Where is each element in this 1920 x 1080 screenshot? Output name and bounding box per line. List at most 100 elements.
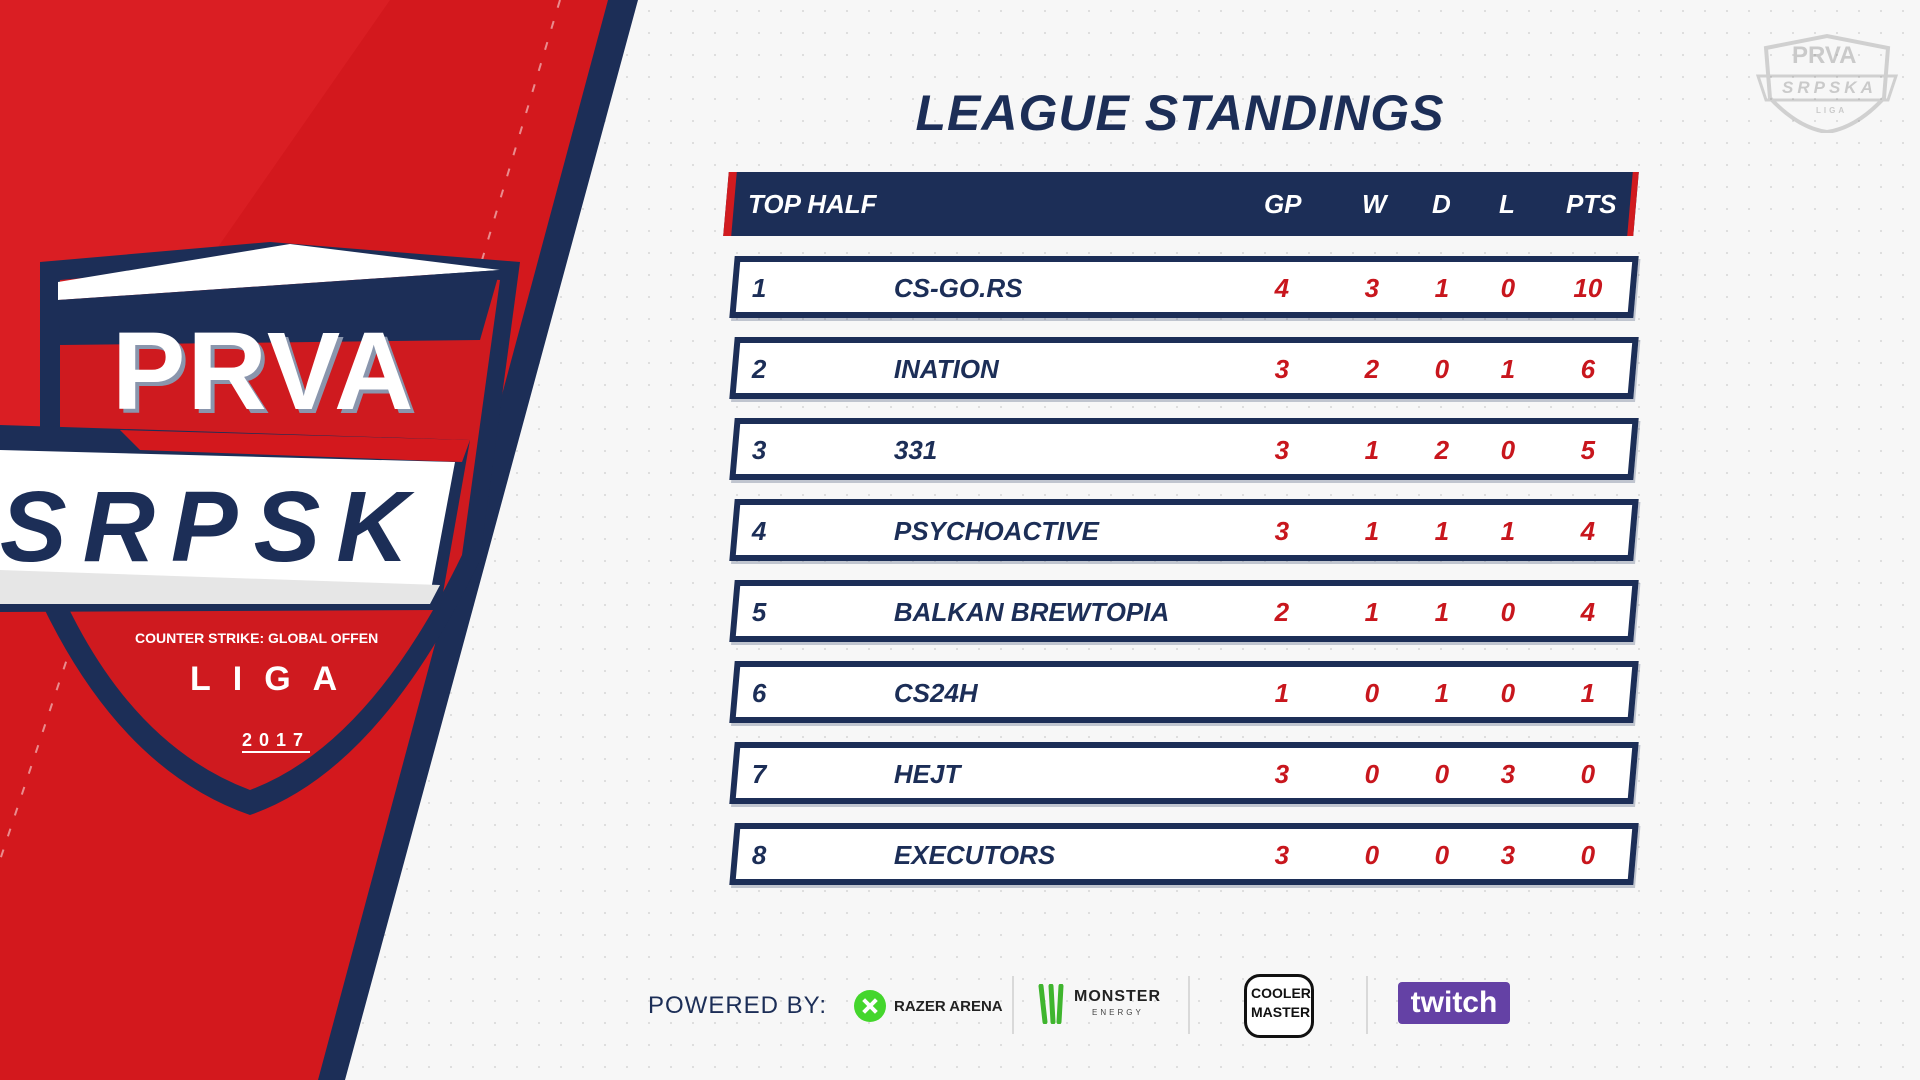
- row-pts: 0: [1580, 840, 1596, 870]
- row-l: 3: [1500, 840, 1516, 870]
- row-pts: 5: [1580, 435, 1596, 465]
- row-w: 3: [1364, 273, 1380, 303]
- row-pts: 0: [1580, 759, 1596, 789]
- row-team: HEJT: [893, 759, 961, 789]
- cooler-master-logo: COOLER MASTER: [1244, 974, 1314, 1038]
- row-gp: 2: [1274, 597, 1290, 627]
- row-rank: 2: [751, 354, 767, 384]
- sponsor-divider: [1188, 976, 1190, 1034]
- row-team: PSYCHOACTIVE: [893, 516, 1100, 546]
- row-d: 0: [1434, 759, 1450, 789]
- monster-energy-logo: MONSTER ENERGY: [1038, 982, 1168, 1028]
- row-rank: 1: [751, 273, 767, 303]
- table-row: 4 PSYCHOACTIVE 3 1 1 1 4: [729, 499, 1639, 561]
- row-d: 2: [1434, 435, 1450, 465]
- logo-subtitle: COUNTER STRIKE: GLOBAL OFFEN: [135, 630, 379, 646]
- header-d: D: [1431, 189, 1451, 219]
- row-pts: 4: [1580, 516, 1596, 546]
- table-header: TOP HALF GP W D L PTS: [723, 172, 1639, 236]
- row-rank: 3: [751, 435, 767, 465]
- row-d: 0: [1434, 840, 1450, 870]
- row-l: 0: [1500, 597, 1516, 627]
- table-row: 7 HEJT 3 0 0 3 0: [729, 742, 1639, 804]
- corner-logo-prva: PRVA: [1792, 42, 1857, 69]
- row-team: 331: [893, 435, 938, 465]
- monster-claw-icon: [1038, 984, 1064, 1024]
- logo-prva: PRVA: [112, 310, 416, 433]
- row-d: 1: [1434, 597, 1450, 627]
- sponsor-footer: POWERED BY: RAZER ARENA MONSTER ENERGY C…: [640, 960, 1920, 1050]
- twitch-logo: twitch: [1398, 982, 1510, 1024]
- corner-shield-icon: [1756, 33, 1898, 133]
- sponsor-divider: [1012, 976, 1014, 1034]
- table-row: 2 INATION 3 2 0 1 6: [729, 337, 1639, 399]
- row-w: 0: [1364, 678, 1380, 708]
- header-pts: PTS: [1565, 189, 1617, 219]
- row-gp: 3: [1274, 516, 1290, 546]
- monster-sub-label: ENERGY: [1092, 1008, 1144, 1017]
- row-team: CS24H: [893, 678, 978, 708]
- row-d: 1: [1434, 678, 1450, 708]
- corner-logo: PRVA SRPSKA LIGA: [1756, 28, 1898, 133]
- corner-logo-liga: LIGA: [1816, 106, 1848, 115]
- row-rank: 5: [751, 597, 767, 627]
- row-w: 1: [1364, 597, 1380, 627]
- razer-arena-logo: RAZER ARENA: [854, 988, 1003, 1024]
- razer-label: RAZER ARENA: [894, 998, 1003, 1015]
- row-pts: 1: [1580, 678, 1596, 708]
- twitch-label: twitch: [1410, 986, 1498, 1019]
- logo-year: 2017: [242, 730, 311, 753]
- row-l: 1: [1500, 354, 1516, 384]
- row-gp: 3: [1274, 759, 1290, 789]
- row-gp: 1: [1274, 678, 1290, 708]
- standings-table: TOP HALF GP W D L PTS 1 CS-GO.RS 4 3 1 0…: [723, 172, 1639, 885]
- row-w: 0: [1364, 759, 1380, 789]
- header-l: L: [1498, 189, 1515, 219]
- cooler-bottom-label: MASTER: [1251, 1004, 1311, 1020]
- row-rank: 7: [751, 759, 767, 789]
- brand-background: [0, 0, 638, 1080]
- corner-logo-srpska: SRPSKA: [1782, 78, 1877, 97]
- powered-by-label: POWERED BY:: [648, 992, 828, 1019]
- row-gp: 3: [1274, 354, 1290, 384]
- row-l: 0: [1500, 435, 1516, 465]
- row-w: 2: [1364, 354, 1380, 384]
- row-gp: 4: [1274, 273, 1290, 303]
- cooler-top-label: COOLER: [1251, 985, 1311, 1001]
- row-gp: 3: [1274, 435, 1290, 465]
- page-title: LEAGUE STANDINGS: [915, 85, 1445, 141]
- header-group: TOP HALF: [747, 189, 877, 219]
- row-rank: 4: [751, 516, 767, 546]
- row-pts: 6: [1580, 354, 1596, 384]
- row-w: 1: [1364, 516, 1380, 546]
- row-team: EXECUTORS: [893, 840, 1056, 870]
- row-gp: 3: [1274, 840, 1290, 870]
- row-d: 1: [1434, 273, 1450, 303]
- row-w: 0: [1364, 840, 1380, 870]
- row-l: 3: [1500, 759, 1516, 789]
- table-row: 3 331 3 1 2 0 5: [729, 418, 1639, 480]
- sponsor-divider: [1366, 976, 1368, 1034]
- row-d: 1: [1434, 516, 1450, 546]
- row-team: INATION: [893, 354, 999, 384]
- row-w: 1: [1364, 435, 1380, 465]
- row-l: 0: [1500, 678, 1516, 708]
- table-row: 1 CS-GO.RS 4 3 1 0 10: [729, 256, 1639, 318]
- row-l: 1: [1500, 516, 1516, 546]
- logo-srpsk: SRPSK: [0, 471, 425, 583]
- row-rank: 6: [751, 678, 767, 708]
- logo-liga: LIGA: [190, 660, 360, 698]
- brand-panel: PRVA SRPSK COUNTER STRIKE: GLOBAL OFFEN …: [0, 0, 640, 1080]
- row-pts: 10: [1573, 273, 1603, 303]
- table-row: 8 EXECUTORS 3 0 0 3 0: [729, 823, 1639, 885]
- header-w: W: [1361, 189, 1387, 219]
- monster-label: MONSTER: [1074, 988, 1161, 1005]
- row-rank: 8: [751, 840, 767, 870]
- row-l: 0: [1500, 273, 1516, 303]
- row-d: 0: [1434, 354, 1450, 384]
- row-pts: 4: [1580, 597, 1596, 627]
- header-gp: GP: [1263, 189, 1302, 219]
- row-team: BALKAN BREWTOPIA: [893, 597, 1170, 627]
- row-team: CS-GO.RS: [893, 273, 1023, 303]
- table-row: 6 CS24H 1 0 1 0 1: [729, 661, 1639, 723]
